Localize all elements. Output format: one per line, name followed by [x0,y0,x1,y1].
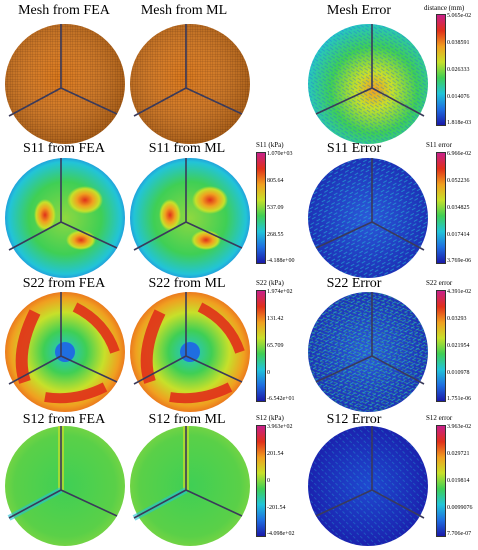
row3-ml-title: S22 from ML [148,276,226,291]
mesh-error-tick-2: 0.026333 [447,67,470,73]
mesh-ml-disc [130,24,250,144]
s12-tick-4: -4.098e+02 [267,531,295,537]
s11-ml-disc [130,158,250,278]
s11-tick-4: -4.188e+00 [267,258,295,264]
s12-error-tick-1: 0.029721 [447,451,470,457]
s11-fea-disc [5,158,125,278]
s11-tick-2: 537.09 [267,205,284,211]
s22-tick-3: 0 [267,370,270,376]
s11-error-tick-3: 0.017414 [447,232,470,238]
row1-error-title: Mesh Error [326,3,392,18]
row4-fea-title: S12 from FEA [22,412,106,427]
s12-error-tick-3: 0.0099076 [447,505,473,511]
mesh-fea-disc [5,24,125,144]
s22-error-disc [308,292,428,412]
s12-tick-1: 201.54 [267,451,284,457]
s11-error-tick-2: 0.034825 [447,205,470,211]
s11-error-colorbar-label: S11 error [426,141,452,149]
row1-fea-title: Mesh from FEA [18,3,110,18]
s22-colorbar-label: S22 (kPa) [256,279,284,287]
s12-tick-0: 3.963e+02 [267,424,293,430]
mesh-error-tick-3: 0.014076 [447,94,470,100]
s22-error-tick-1: 0.03293 [447,316,467,322]
s22-tick-4: -6.542e+01 [267,396,295,402]
s22-error-tick-4: 1.751e-06 [447,396,472,402]
s11-error-colorbar [436,152,446,264]
s12-error-colorbar [436,425,446,537]
s22-ml-disc [130,292,250,412]
mesh-error-tick-4: 1.818e-03 [447,120,472,126]
s11-error-tick-4: 3.769e-06 [447,258,472,264]
s11-tick-0: 1.070e+03 [267,151,293,157]
s12-error-tick-4: 7.706e-07 [447,531,472,537]
s12-tick-3: -201.54 [267,505,286,511]
s22-tick-0: 1.974e+02 [267,289,293,295]
s12-error-tick-2: 0.019814 [447,478,470,484]
s11-error-disc [308,158,428,278]
s11-error-tick-1: 0.052236 [447,178,470,184]
s11-error-tick-0: 6.966e-02 [447,151,472,157]
s12-error-disc [308,426,428,546]
s22-fea-disc [5,292,125,412]
s11-colorbar [256,152,266,264]
row2-error-title: S11 Error [326,141,382,156]
mesh-error-colorbar [436,14,446,126]
s12-error-tick-0: 3.963e-02 [447,424,472,430]
mesh-error-disc [308,24,428,144]
s11-colorbar-label: S11 (kPa) [256,141,284,149]
s22-error-colorbar-label: S22 error [426,279,453,287]
s22-error-tick-0: 4.391e-02 [447,289,472,295]
s12-error-colorbar-label: S12 error [426,414,453,422]
s22-error-tick-2: 0.021954 [447,343,470,349]
row4-error-title: S12 Error [326,412,382,427]
s22-error-colorbar [436,290,446,402]
row3-fea-title: S22 from FEA [22,276,106,291]
mesh-error-tick-1: 0.038591 [447,40,470,46]
row1-ml-title: Mesh from ML [140,3,228,18]
mesh-error-colorbar-label: distance (mm) [424,4,465,12]
s12-ml-disc [130,426,250,546]
mesh-error-tick-0: 5.065e-02 [447,13,472,19]
row3-error-title: S22 Error [326,276,382,291]
s12-tick-2: 0 [267,478,270,484]
s11-tick-1: 805.64 [267,178,284,184]
row2-fea-title: S11 from FEA [23,141,105,156]
s22-colorbar [256,290,266,402]
row4-ml-title: S12 from ML [148,412,226,427]
s22-tick-1: 131.42 [267,316,284,322]
s12-colorbar-label: S12 (kPa) [256,414,284,422]
s22-error-tick-3: 0.010978 [447,370,470,376]
s22-tick-2: 65.709 [267,343,284,349]
row2-ml-title: S11 from ML [148,141,226,156]
s12-colorbar [256,425,266,537]
s12-fea-disc [5,426,125,546]
s11-tick-3: 268.55 [267,232,284,238]
